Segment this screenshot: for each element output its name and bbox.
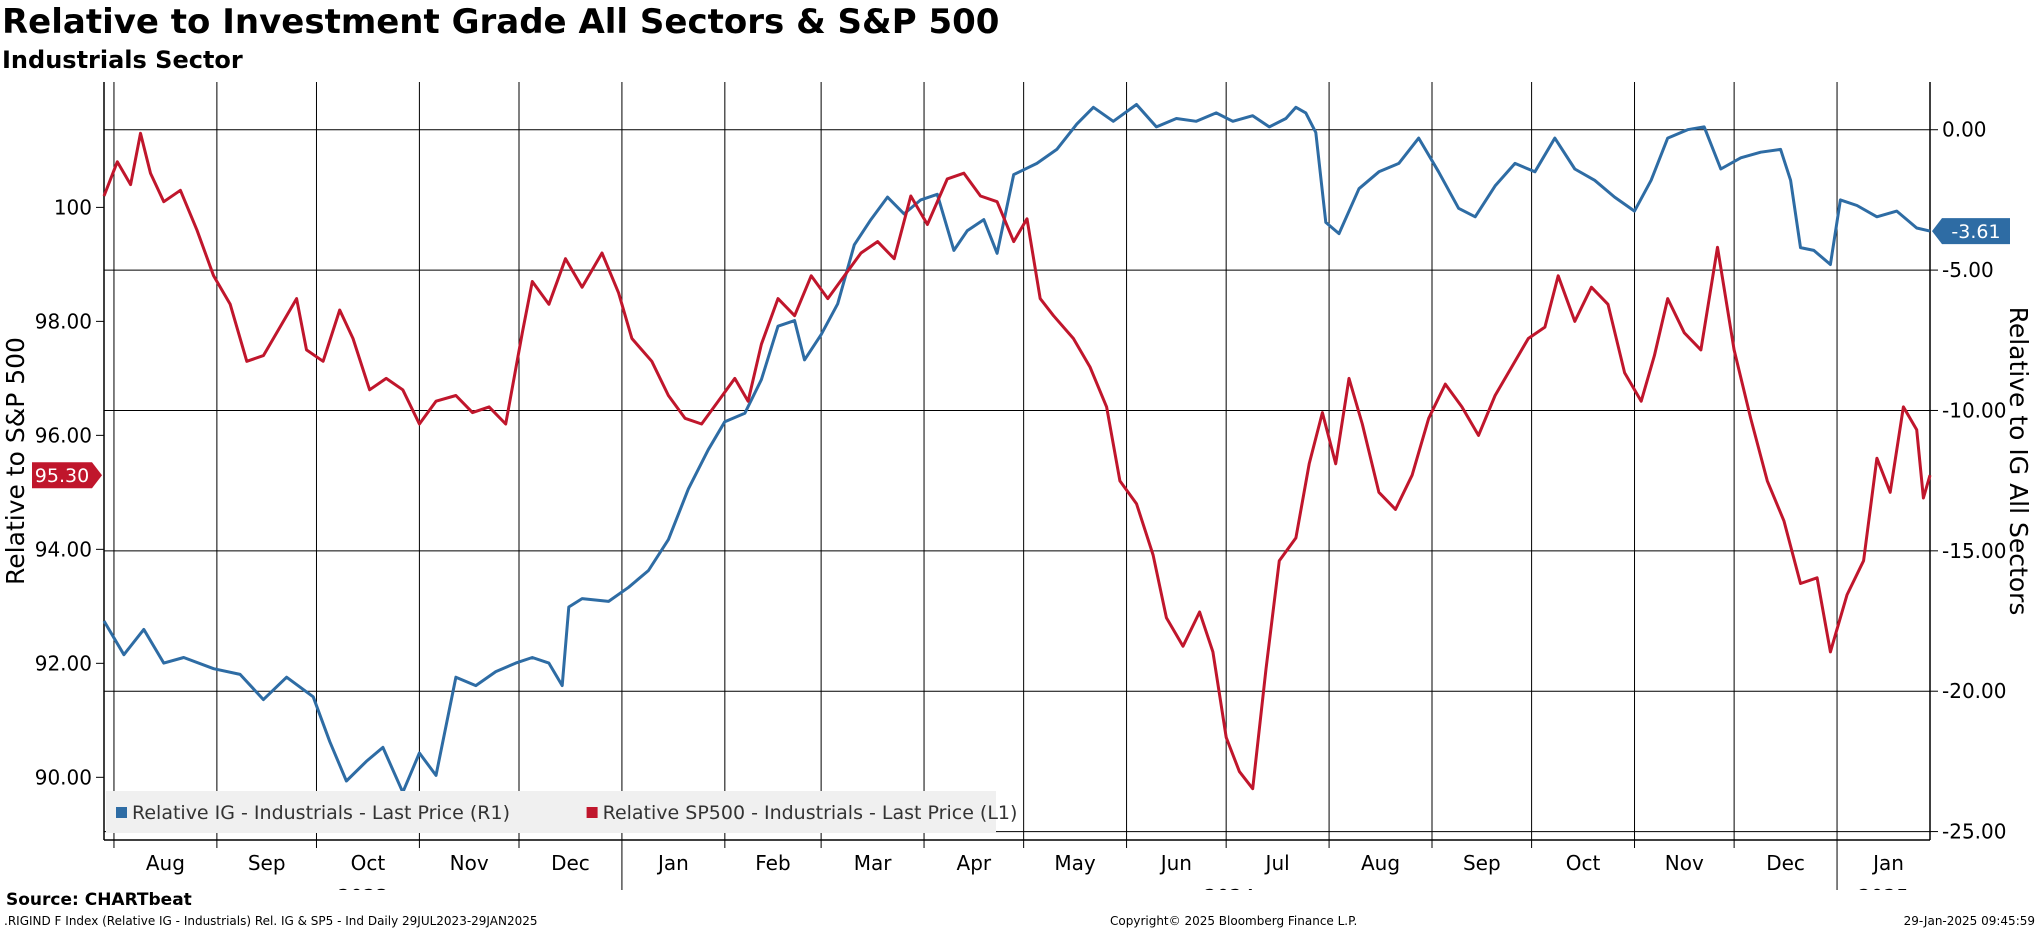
year-label: 2024 — [1204, 885, 1255, 890]
month-label: Sep — [248, 851, 286, 875]
footer-source: Source: CHARTbeat — [6, 890, 192, 910]
left-tick-label: 90.00 — [35, 765, 92, 789]
month-label: Oct — [351, 851, 386, 875]
last-value-label-ig: -3.61 — [1951, 221, 2000, 243]
left-tick-label: 94.00 — [35, 537, 92, 561]
chart-subtitle: Industrials Sector — [2, 46, 243, 74]
footer-copyright: Copyright© 2025 Bloomberg Finance L.P. — [1110, 914, 1358, 928]
footer-description: .RIGIND F Index (Relative IG - Industria… — [4, 914, 538, 928]
month-label: Sep — [1463, 851, 1501, 875]
legend-swatch — [586, 807, 598, 818]
month-label: Aug — [1361, 851, 1400, 875]
month-label: Oct — [1566, 851, 1601, 875]
last-value-badge-sp500 — [32, 462, 102, 489]
left-tick-label: 92.00 — [35, 651, 92, 675]
right-tick-label: -10.00 — [1942, 398, 2006, 422]
month-label: May — [1054, 851, 1096, 875]
series-line-relative-sp500 — [102, 131, 1932, 791]
chart-area: 90.00 92.00 94.00 96.00 98.00 100 -25.00 -20.00… — [1, 82, 2033, 890]
series-lines — [102, 103, 1932, 794]
last-value-label-sp500: 95.30 — [35, 465, 89, 487]
right-tick-label: -20.00 — [1942, 679, 2006, 703]
gridlines — [104, 82, 1930, 840]
month-label: Jan — [656, 851, 689, 875]
month-label: Mar — [854, 851, 893, 875]
month-label: Jul — [1264, 851, 1290, 875]
month-label: Nov — [450, 851, 489, 875]
legend-entry: Relative IG - Industrials - Last Price (… — [132, 802, 510, 824]
month-label: Jun — [1159, 851, 1192, 875]
year-label: 2023 — [338, 885, 389, 890]
month-label: Dec — [551, 851, 590, 875]
month-label: Jan — [1871, 851, 1904, 875]
year-label: 2025 — [1858, 885, 1909, 890]
last-value-badge-ig — [1932, 218, 2010, 245]
month-label: Nov — [1665, 851, 1704, 875]
month-label: Feb — [755, 851, 790, 875]
right-tick-label: -5.00 — [1942, 258, 1994, 282]
axes: 90.00 92.00 94.00 96.00 98.00 100 -25.00 -20.00… — [1, 82, 2033, 890]
left-axis-title: Relative to S&P 500 — [1, 337, 30, 585]
month-label: Dec — [1766, 851, 1805, 875]
right-tick-label: -25.00 — [1942, 820, 2006, 844]
legend-entry: Relative SP500 - Industrials - Last Pric… — [603, 802, 1018, 824]
legend-background — [106, 791, 996, 833]
right-axis-title: Relative to IG All Sectors — [2004, 307, 2033, 616]
series-line-relative-ig — [102, 103, 1931, 794]
month-label: Aug — [146, 851, 185, 875]
chart-title: Relative to Investment Grade All Sectors… — [2, 2, 1000, 42]
right-tick-label: 0.00 — [1942, 118, 1987, 142]
last-value-badges: -3.61 95.30 — [32, 218, 2010, 489]
month-label: Apr — [957, 851, 992, 875]
left-tick-label: 98.00 — [35, 309, 92, 333]
left-tick-label: 96.00 — [35, 423, 92, 447]
right-tick-label: -15.00 — [1942, 539, 2006, 563]
legend-swatch — [116, 807, 127, 818]
footer-timestamp: 29-Jan-2025 09:45:59 — [1903, 914, 2035, 928]
left-tick-label: 100 — [54, 195, 92, 219]
legend: Relative IG - Industrials - Last Price (… — [106, 791, 1017, 833]
